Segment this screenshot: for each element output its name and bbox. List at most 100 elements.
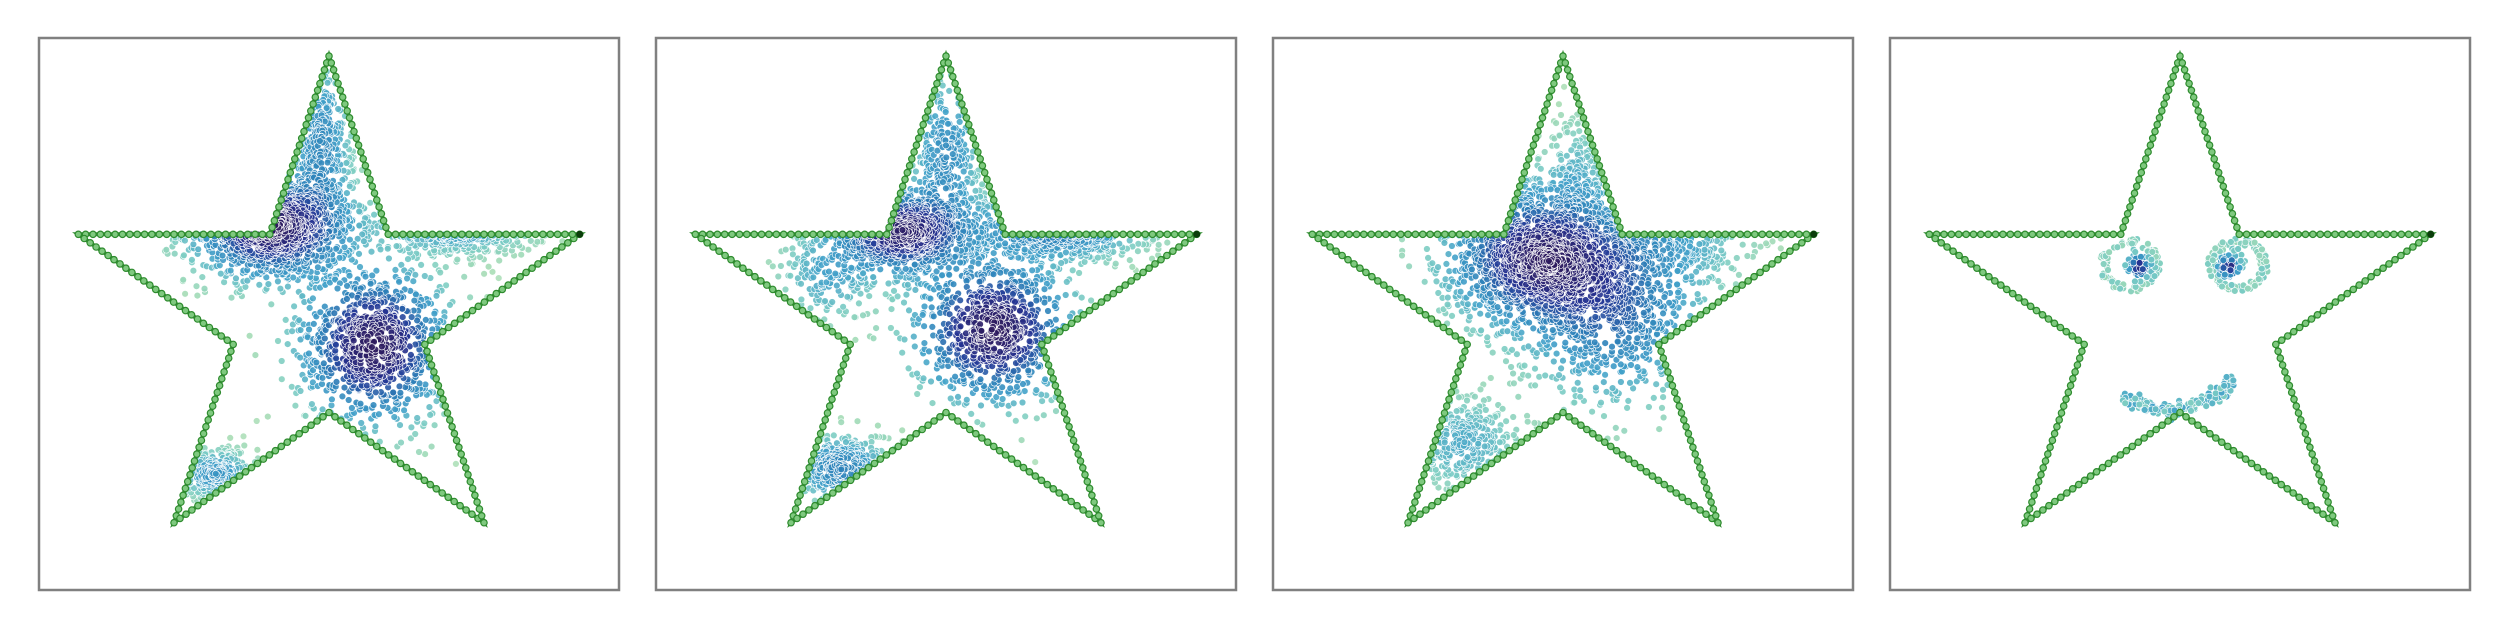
scatter-point bbox=[927, 377, 935, 386]
scatter-point bbox=[460, 273, 468, 281]
scatter-point bbox=[245, 332, 254, 340]
scatter-point bbox=[264, 412, 272, 421]
boundary-point bbox=[118, 230, 127, 239]
scatter-point bbox=[333, 284, 342, 293]
boundary-point bbox=[281, 182, 290, 191]
scatter-point bbox=[928, 323, 936, 331]
scatter-point bbox=[929, 312, 938, 320]
boundary-point bbox=[104, 251, 112, 260]
boundary-point bbox=[265, 451, 274, 459]
scatter-point bbox=[913, 390, 921, 398]
scatter-point bbox=[427, 442, 436, 451]
scatter-point bbox=[872, 307, 880, 316]
scatter-point bbox=[887, 305, 896, 313]
scatter-point bbox=[797, 280, 805, 288]
boundary-point bbox=[432, 484, 441, 493]
scatter-point bbox=[426, 411, 434, 419]
scatter-point bbox=[432, 292, 441, 300]
boundary-point bbox=[445, 416, 454, 424]
scatter-point bbox=[391, 266, 400, 274]
scatter-point bbox=[318, 374, 327, 382]
boundary-point bbox=[466, 477, 475, 486]
scatter-point bbox=[831, 269, 839, 278]
scatter-point bbox=[1040, 411, 1048, 419]
scatter-point bbox=[1071, 290, 1079, 298]
scatter-point bbox=[902, 291, 911, 299]
scatter-point bbox=[1087, 296, 1095, 305]
boundary-point bbox=[350, 127, 358, 136]
scatter-point bbox=[488, 268, 497, 276]
boundary-point bbox=[382, 223, 390, 232]
boundary-point bbox=[375, 203, 383, 211]
scatter-point bbox=[330, 309, 338, 317]
scatter-point bbox=[806, 304, 815, 312]
boundary-point bbox=[465, 230, 474, 239]
scatter-point bbox=[1014, 373, 1023, 381]
scatter-point bbox=[920, 322, 928, 330]
boundary-point bbox=[426, 480, 435, 489]
boundary-point bbox=[384, 230, 393, 239]
boundary-point bbox=[359, 155, 368, 163]
scatter-point bbox=[367, 304, 375, 312]
boundary-point bbox=[372, 442, 381, 451]
boundary-point bbox=[183, 477, 192, 486]
boundary-point bbox=[223, 480, 232, 489]
boundary-point bbox=[458, 230, 466, 239]
scatter-point bbox=[484, 263, 493, 271]
scatter-point bbox=[859, 311, 867, 319]
scatter-point bbox=[910, 332, 918, 341]
scatter-point bbox=[847, 264, 855, 272]
boundary-point bbox=[295, 429, 304, 438]
scatter-point bbox=[967, 194, 975, 203]
boundary-point bbox=[214, 230, 223, 239]
boundary-point bbox=[92, 243, 100, 251]
scatter-point bbox=[389, 388, 397, 397]
boundary-point bbox=[204, 416, 213, 424]
scatter-point bbox=[781, 285, 790, 294]
boundary-point bbox=[509, 230, 518, 239]
scatter-point bbox=[974, 259, 983, 268]
scatter-point bbox=[912, 167, 920, 176]
scatter-point bbox=[343, 189, 351, 197]
boundary-point bbox=[370, 189, 379, 198]
boundary-point bbox=[561, 230, 569, 239]
scatter-point bbox=[1061, 291, 1070, 299]
scatter-point bbox=[945, 87, 953, 95]
boundary-point bbox=[363, 168, 372, 177]
boundary-point bbox=[208, 402, 217, 410]
scatter-point bbox=[946, 382, 955, 391]
scatter-point bbox=[350, 336, 358, 345]
boundary-point bbox=[366, 438, 375, 447]
boundary-point bbox=[372, 196, 381, 204]
boundary-point bbox=[199, 230, 208, 239]
boundary-point bbox=[313, 417, 321, 425]
scatter-point bbox=[850, 313, 859, 321]
scatter-point bbox=[1125, 236, 1134, 245]
scatter-point bbox=[927, 303, 936, 312]
scatter-point bbox=[296, 387, 305, 395]
scatter-point bbox=[398, 305, 406, 313]
boundary-point bbox=[435, 230, 444, 239]
scatter-point bbox=[956, 258, 964, 267]
scatter-point bbox=[442, 263, 450, 271]
boundary-point bbox=[279, 189, 288, 198]
scatter-point bbox=[1033, 414, 1041, 422]
scatter-point bbox=[1066, 312, 1074, 321]
boundary-point bbox=[247, 463, 256, 472]
scatter-point bbox=[323, 158, 332, 167]
scatter-point bbox=[941, 377, 950, 386]
scatter-point bbox=[905, 306, 913, 315]
boundary-point bbox=[450, 230, 459, 239]
boundary-point bbox=[331, 72, 340, 81]
boundary-point bbox=[227, 347, 235, 356]
scatter-point bbox=[375, 410, 383, 418]
boundary-point bbox=[96, 230, 105, 239]
scatter-point bbox=[922, 358, 931, 366]
boundary-point bbox=[563, 239, 572, 247]
scatter-point bbox=[415, 448, 423, 456]
boundary-point bbox=[170, 230, 178, 239]
scatter-point bbox=[310, 320, 318, 328]
scatter-point bbox=[1018, 398, 1027, 407]
boundary-point bbox=[163, 293, 172, 302]
boundary-point bbox=[402, 463, 411, 472]
